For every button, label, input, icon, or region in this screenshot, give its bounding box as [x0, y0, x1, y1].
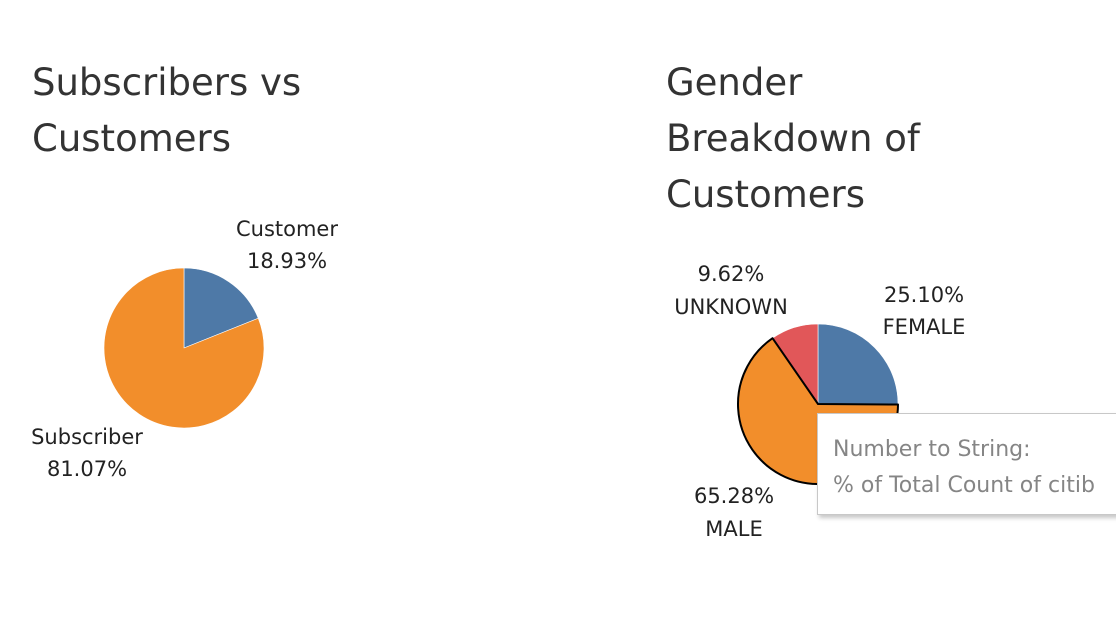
unknown-percent-label: 9.62%	[698, 262, 765, 286]
chart-2-title: Gender Breakdown of Customers	[666, 55, 920, 223]
customer-percent-label: 18.93%	[247, 249, 327, 273]
subscriber-label: Subscriber	[31, 425, 143, 449]
chart-1-title-line-1: Subscribers vs	[32, 61, 302, 104]
hover-tooltip: Number to String: % of Total Count of ci…	[817, 413, 1116, 515]
chart-2-title-line-1: Gender	[666, 61, 803, 104]
tooltip-line-1: Number to String:	[833, 437, 1031, 462]
male-percent-label: 65.28%	[694, 484, 774, 508]
subscriber-pie-chart: Customer 18.93% Subscriber 81.07%	[31, 217, 338, 481]
chart-2-title-line-2: Breakdown of	[666, 117, 920, 160]
pie-2-slice-female[interactable]	[817, 323, 899, 405]
pie-1-slice-customer[interactable]	[183, 267, 259, 349]
chart-1-title: Subscribers vs Customers	[32, 55, 301, 167]
chart-1-title-line-2: Customers	[32, 117, 232, 160]
subscriber-percent-label: 81.07%	[47, 457, 127, 481]
male-label: MALE	[705, 517, 762, 541]
tooltip-line-2: % of Total Count of citib	[833, 473, 1095, 498]
unknown-label: UNKNOWN	[674, 295, 788, 319]
customer-label: Customer	[236, 217, 338, 241]
female-label: FEMALE	[883, 315, 966, 339]
chart-2-title-line-3: Customers	[666, 173, 866, 216]
female-percent-label: 25.10%	[884, 283, 964, 307]
pie-1-slice-subscriber[interactable]	[103, 267, 265, 429]
